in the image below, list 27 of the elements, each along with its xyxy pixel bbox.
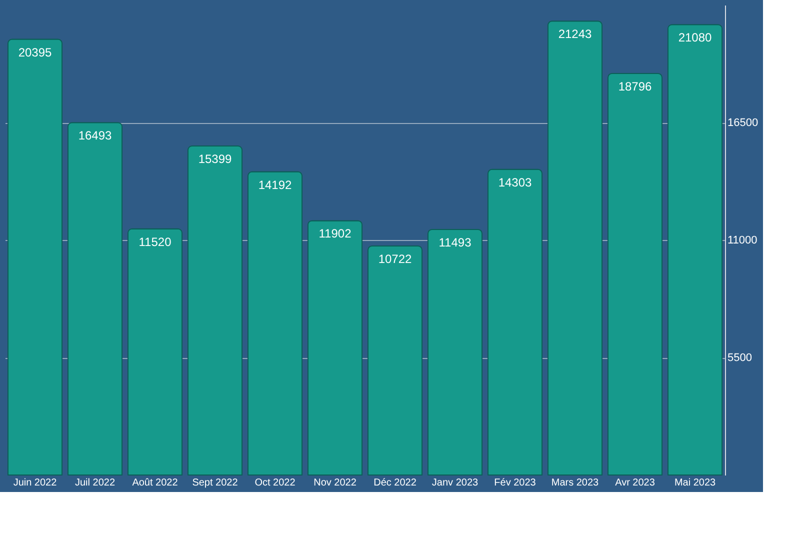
x-tick-label: Avr 2023 bbox=[615, 478, 656, 488]
x-tick-label: Mai 2023 bbox=[674, 478, 716, 488]
x-tick-label: Oct 2022 bbox=[254, 478, 296, 488]
data-label: 11520 bbox=[138, 234, 172, 249]
x-tick-label: Août 2022 bbox=[132, 478, 178, 488]
x-tick-label: Mars 2023 bbox=[551, 478, 600, 488]
x-tick-label: Sept 2022 bbox=[192, 478, 238, 488]
data-label: 11902 bbox=[318, 226, 352, 241]
y-tick-label: 5500 bbox=[728, 352, 752, 364]
data-label: 14192 bbox=[258, 178, 292, 192]
data-label: 16493 bbox=[78, 128, 112, 143]
x-tick-label: Déc 2022 bbox=[374, 478, 417, 488]
x-tick-label: Nov 2022 bbox=[314, 478, 357, 488]
x-tick-label: Juil 2022 bbox=[74, 478, 116, 488]
x-tick-label: Janv 2023 bbox=[432, 478, 479, 488]
data-label: 10722 bbox=[378, 252, 412, 266]
x-tick-label: Fév 2023 bbox=[494, 478, 536, 488]
data-label: 21243 bbox=[558, 27, 592, 42]
y-tick-label: 11000 bbox=[728, 234, 758, 246]
data-label: 21080 bbox=[678, 30, 712, 45]
data-label: 14303 bbox=[498, 175, 532, 190]
data-label: 11493 bbox=[438, 235, 472, 250]
x-tick-label: Juin 2022 bbox=[13, 478, 58, 488]
data-label: 18796 bbox=[618, 79, 652, 94]
data-label: 20395 bbox=[18, 45, 52, 60]
data-label: 15399 bbox=[198, 152, 232, 166]
y-tick-label: 16500 bbox=[728, 117, 758, 129]
